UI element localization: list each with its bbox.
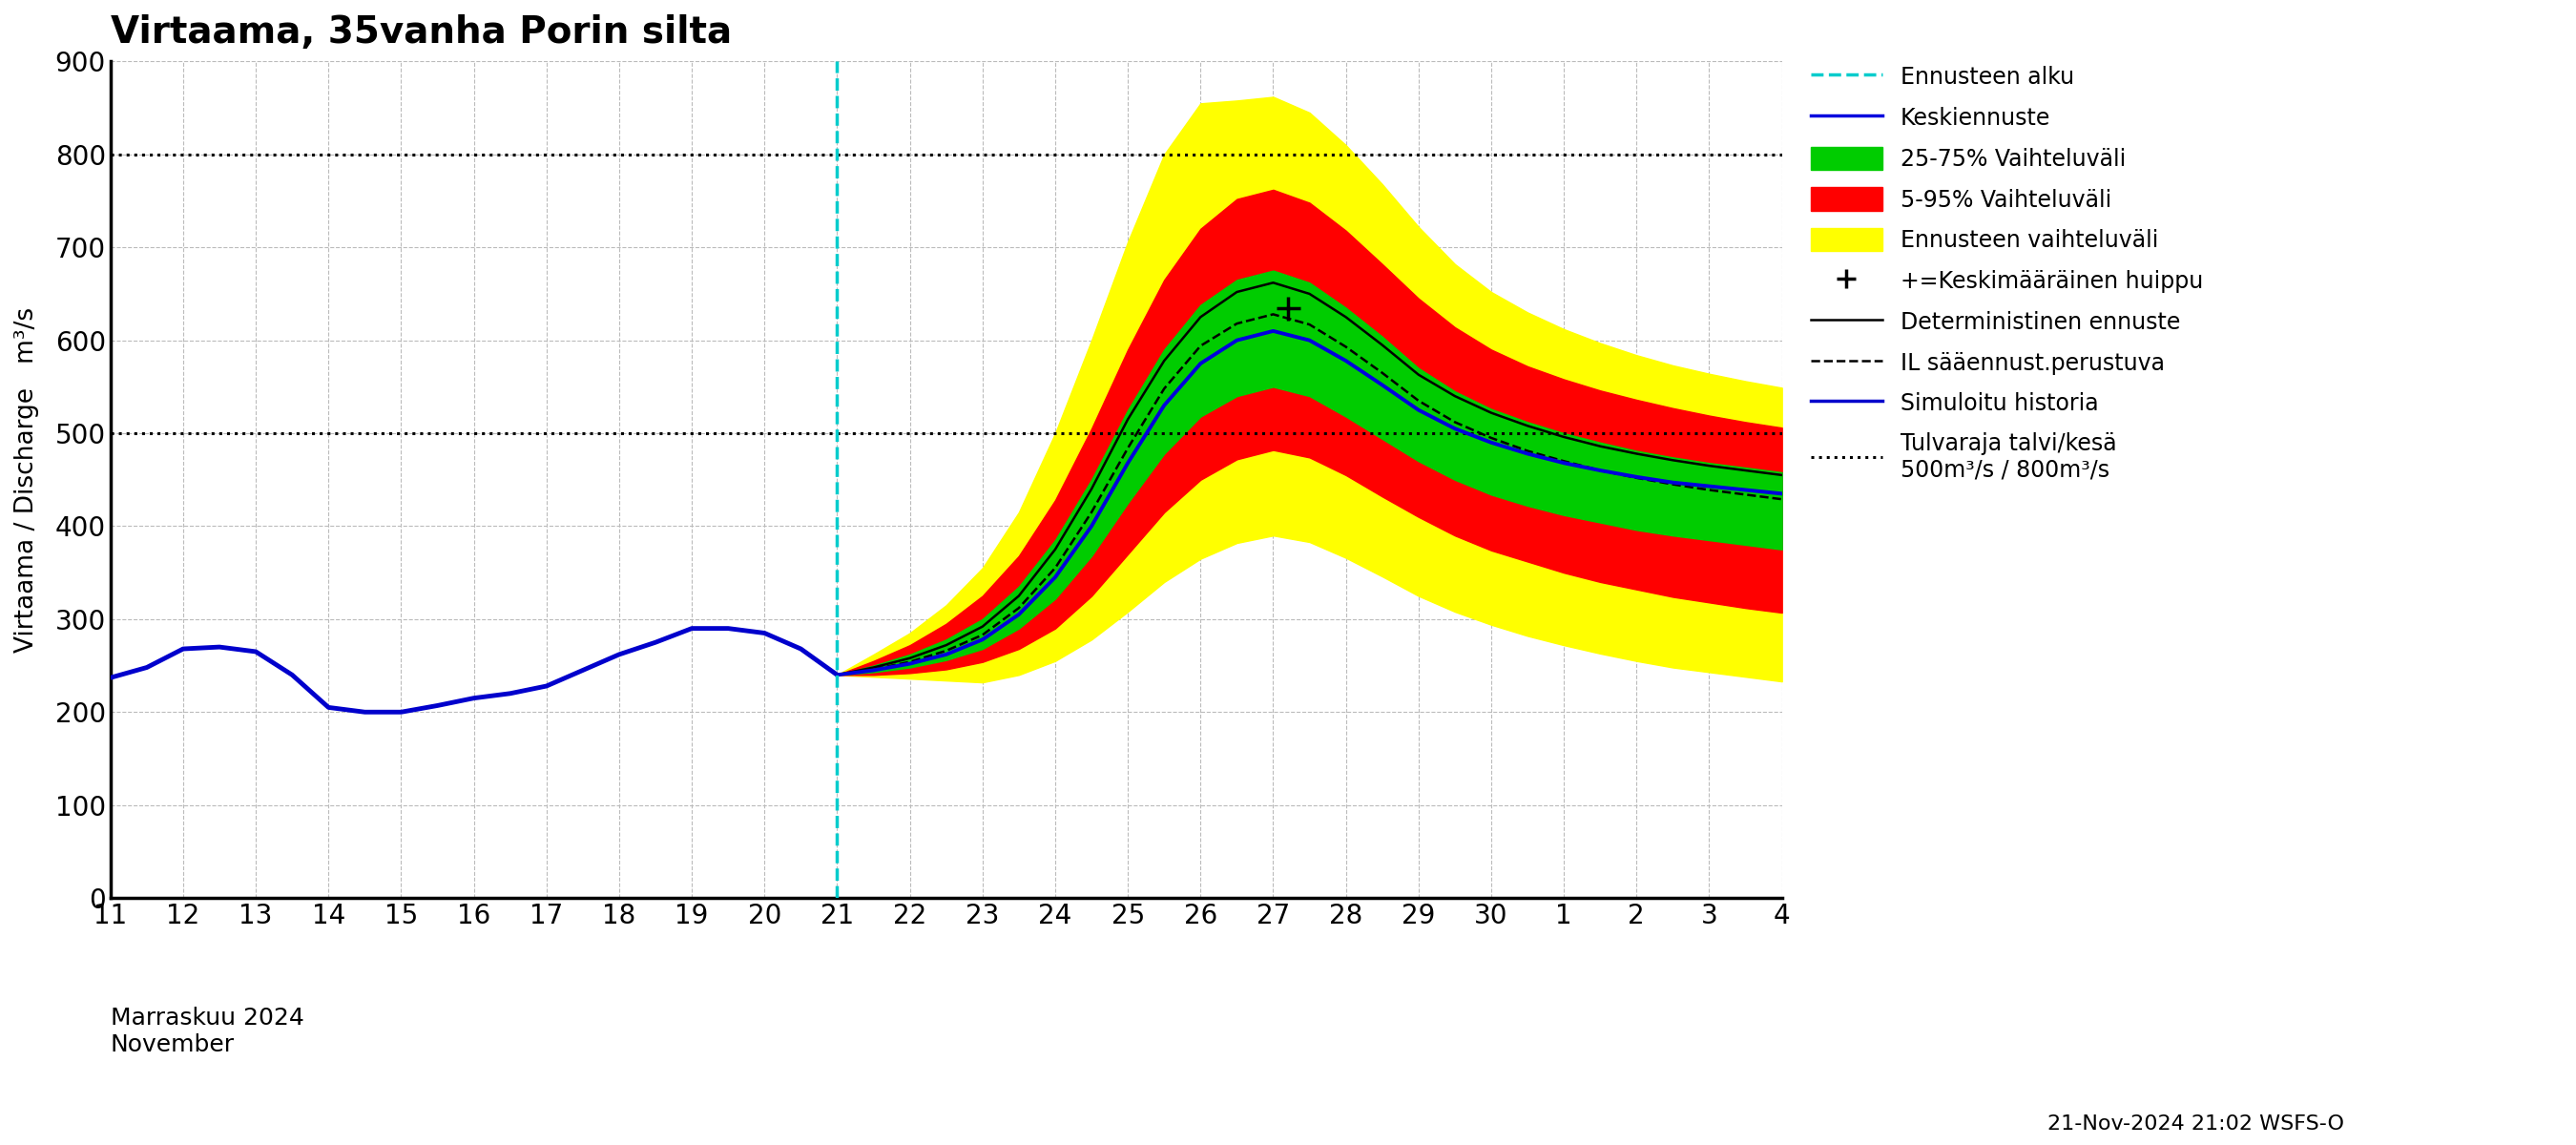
Text: Marraskuu 2024
November: Marraskuu 2024 November (111, 1006, 304, 1056)
Text: Virtaama, 35vanha Porin silta: Virtaama, 35vanha Porin silta (111, 14, 732, 50)
Text: 21-Nov-2024 21:02 WSFS-O: 21-Nov-2024 21:02 WSFS-O (2048, 1114, 2344, 1134)
Y-axis label: Virtaama / Discharge   m³/s: Virtaama / Discharge m³/s (15, 307, 39, 653)
Legend: Ennusteen alku, Keskiennuste, 25-75% Vaihteluväli, 5-95% Vaihteluväli, Ennusteen: Ennusteen alku, Keskiennuste, 25-75% Vai… (1801, 56, 2213, 491)
